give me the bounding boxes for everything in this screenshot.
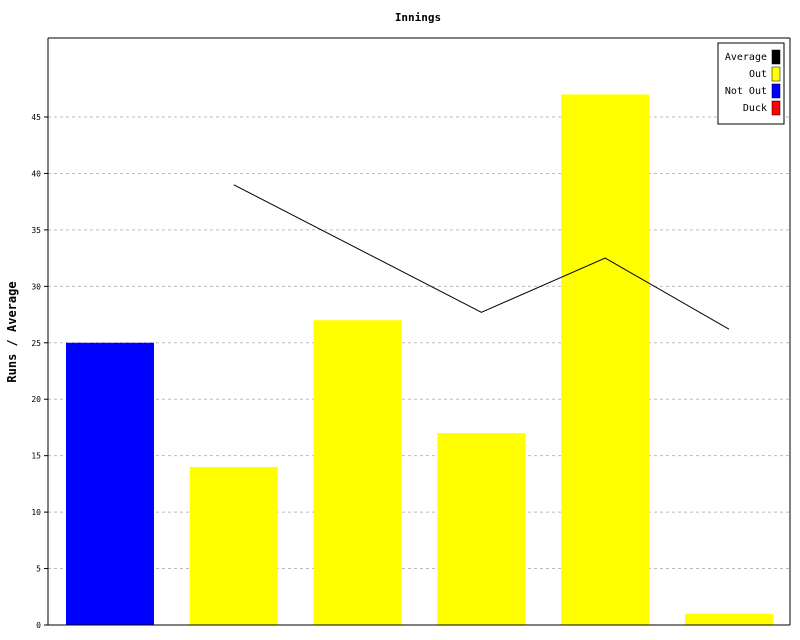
bar-out [437, 433, 526, 625]
y-axis-label: Runs / Average [5, 281, 19, 382]
y-tick-label: 45 [31, 113, 41, 122]
y-tick-label: 15 [31, 452, 41, 461]
bar-out [313, 320, 402, 625]
legend: Average Out Not Out Duck [717, 42, 785, 125]
bar-out [561, 94, 650, 625]
legend-swatch [771, 100, 781, 116]
bar-out [685, 613, 773, 625]
legend-label: Not Out [725, 86, 767, 97]
chart-title: Innings [395, 11, 441, 24]
legend-label: Duck [743, 103, 767, 114]
legend-swatch [771, 66, 781, 82]
bar-out [189, 466, 278, 625]
y-tick-label: 5 [36, 565, 41, 574]
y-tick-label: 30 [31, 282, 41, 291]
y-tick-label: 10 [31, 508, 41, 517]
legend-label: Average [725, 52, 767, 63]
legend-swatch [771, 83, 781, 99]
bar-not-out [66, 342, 154, 625]
axes: 0 5 10 15 20 25 30 35 40 45 [31, 37, 791, 630]
y-tick-label: 35 [31, 226, 41, 235]
y-tick-label: 0 [36, 621, 41, 630]
average-line [233, 184, 730, 330]
bars [66, 94, 773, 625]
legend-swatch [771, 49, 781, 65]
legend-label: Out [749, 69, 767, 80]
grid-lines [48, 116, 790, 570]
average-series-line [233, 184, 730, 330]
y-tick-label: 40 [31, 169, 41, 178]
y-tick-label: 20 [31, 395, 41, 404]
y-tick-label: 25 [31, 339, 41, 348]
